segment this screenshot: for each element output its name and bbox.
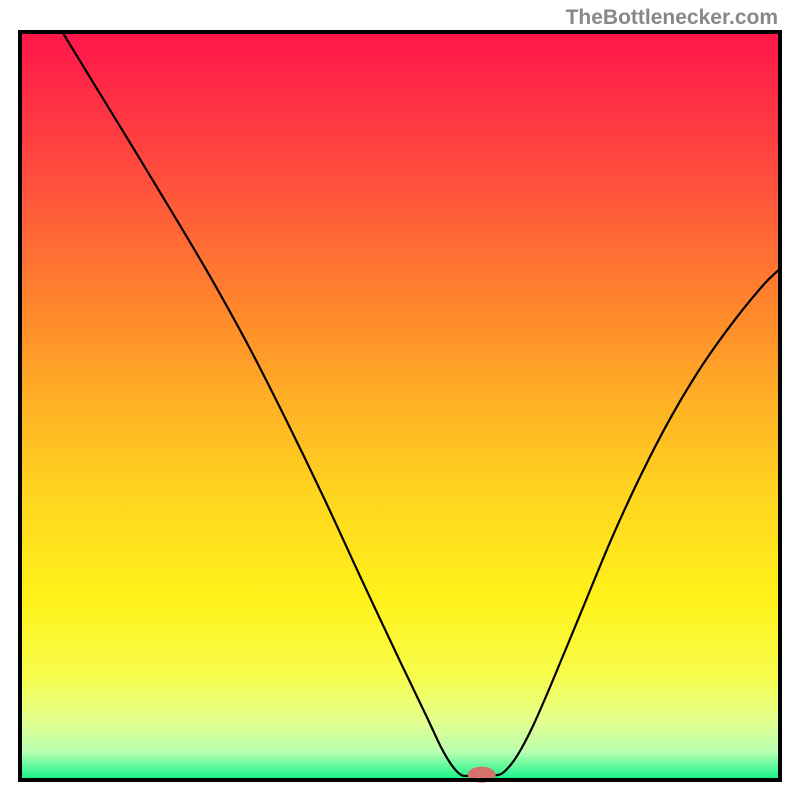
watermark-label: TheBottlenecker.com (566, 6, 778, 29)
chart-container: TheBottlenecker.com (0, 0, 800, 800)
plot-frame (18, 30, 782, 782)
watermark-text: TheBottlenecker.com (566, 6, 778, 30)
